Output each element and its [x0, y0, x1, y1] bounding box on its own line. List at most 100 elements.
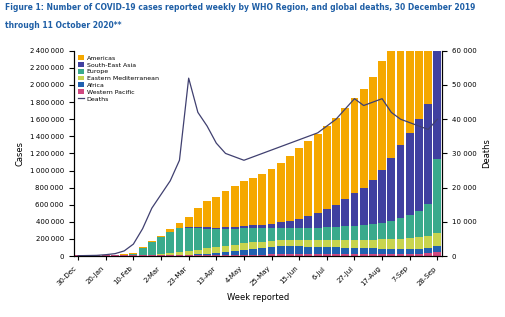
Bar	[285, 246, 293, 254]
Bar	[322, 209, 330, 227]
Text: through 11 October 2020**: through 11 October 2020**	[5, 21, 121, 29]
Bar	[184, 227, 192, 228]
Deaths	[323, 124, 329, 128]
Bar	[359, 248, 367, 254]
Deaths	[121, 249, 127, 253]
Deaths	[176, 158, 182, 162]
Bar	[212, 197, 220, 228]
Bar	[341, 248, 348, 254]
Deaths	[406, 121, 412, 125]
Bar	[405, 133, 413, 215]
Bar	[396, 254, 403, 256]
Bar	[166, 255, 174, 256]
Bar	[267, 169, 275, 224]
Bar	[387, 221, 394, 239]
Deaths	[415, 124, 421, 128]
Bar	[368, 249, 376, 254]
Bar	[276, 247, 284, 255]
Deaths	[387, 110, 393, 114]
Deaths	[277, 145, 283, 148]
Bar	[368, 180, 376, 224]
Deaths	[378, 97, 384, 100]
Bar	[322, 240, 330, 247]
Bar	[304, 254, 312, 256]
Bar	[341, 240, 348, 248]
Bar	[175, 228, 183, 252]
Deaths	[130, 242, 136, 246]
Bar	[387, 249, 394, 254]
Bar	[405, 0, 413, 133]
Bar	[285, 221, 293, 228]
Bar	[276, 228, 284, 240]
Deaths	[194, 110, 200, 114]
Deaths	[103, 253, 109, 256]
Bar	[359, 254, 367, 256]
Deaths	[240, 158, 246, 162]
Bar	[258, 255, 266, 256]
Bar	[368, 254, 376, 256]
Bar	[295, 240, 302, 246]
Bar	[322, 227, 330, 240]
Bar	[414, 237, 422, 249]
Bar	[295, 254, 302, 256]
Bar	[377, 239, 385, 249]
Bar	[157, 254, 165, 255]
Deaths	[139, 227, 145, 230]
Bar	[157, 236, 165, 237]
Bar	[276, 163, 284, 223]
Bar	[203, 229, 211, 248]
Bar	[433, 0, 440, 35]
Bar	[203, 201, 211, 227]
Bar	[405, 249, 413, 254]
Bar	[203, 248, 211, 254]
Bar	[249, 225, 257, 228]
Deaths	[158, 192, 164, 196]
Bar	[341, 107, 348, 199]
Deaths	[351, 97, 357, 100]
Bar	[350, 248, 358, 254]
Deaths	[314, 131, 320, 135]
Bar	[193, 227, 201, 228]
Bar	[285, 156, 293, 221]
Bar	[295, 228, 302, 240]
Bar	[212, 255, 220, 256]
Deaths	[332, 117, 338, 121]
Bar	[377, 223, 385, 239]
Deaths	[268, 148, 274, 152]
Bar	[249, 249, 257, 255]
Deaths	[93, 254, 99, 257]
Bar	[203, 255, 211, 256]
Deaths	[204, 124, 210, 128]
Bar	[221, 229, 229, 246]
Bar	[258, 228, 266, 242]
Bar	[221, 255, 229, 256]
Bar	[295, 246, 302, 254]
Bar	[350, 193, 358, 226]
Bar	[276, 240, 284, 247]
Bar	[414, 0, 422, 119]
Bar	[111, 255, 119, 256]
Bar	[267, 228, 275, 241]
Bar	[285, 254, 293, 256]
Bar	[129, 254, 137, 255]
Bar	[203, 227, 211, 229]
Bar	[230, 251, 238, 255]
Bar	[184, 228, 192, 251]
Bar	[322, 126, 330, 209]
Bar	[331, 240, 339, 247]
Bar	[414, 211, 422, 237]
Bar	[313, 228, 321, 240]
Bar	[147, 255, 156, 256]
Bar	[368, 240, 376, 249]
Bar	[414, 249, 422, 254]
Bar	[377, 254, 385, 256]
Bar	[377, 170, 385, 223]
Bar	[433, 233, 440, 247]
Bar	[212, 229, 220, 247]
Bar	[322, 247, 330, 254]
Legend: Americas, South-East Asia, Europe, Eastern Mediterranean, Africa, Western Pacifi: Americas, South-East Asia, Europe, Easte…	[76, 54, 160, 103]
Deaths	[424, 127, 430, 131]
Bar	[184, 255, 192, 256]
Bar	[249, 255, 257, 256]
Bar	[184, 251, 192, 255]
